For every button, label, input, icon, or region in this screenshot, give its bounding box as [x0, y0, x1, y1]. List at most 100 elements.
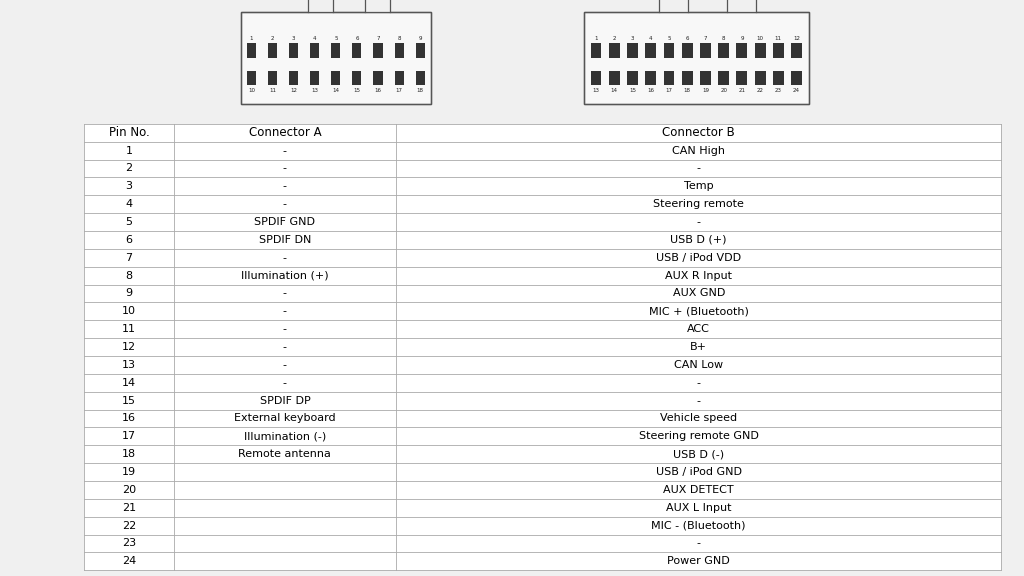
Text: Remote antenna: Remote antenna [239, 449, 332, 459]
Text: 8: 8 [397, 36, 400, 40]
Bar [627, 70, 638, 85]
Text: 4: 4 [125, 199, 132, 209]
Bar [609, 43, 620, 58]
Text: 16: 16 [122, 414, 136, 423]
Text: 1: 1 [125, 146, 132, 156]
Text: 13: 13 [311, 88, 318, 93]
Text: 9: 9 [125, 289, 132, 298]
Text: 12: 12 [122, 342, 136, 352]
Text: 15: 15 [629, 88, 636, 93]
Bar [374, 43, 383, 58]
Text: B+: B+ [690, 342, 708, 352]
Text: -: - [283, 164, 287, 173]
Bar [645, 70, 656, 85]
Bar [773, 70, 783, 85]
Bar [645, 43, 656, 58]
Text: -: - [283, 342, 287, 352]
Bar [416, 70, 425, 85]
Text: 4: 4 [313, 36, 316, 40]
Bar [736, 43, 748, 58]
Text: 1: 1 [250, 36, 253, 40]
Text: 11: 11 [775, 36, 782, 40]
Bar [718, 43, 729, 58]
Text: 20: 20 [122, 485, 136, 495]
Text: USB D (-): USB D (-) [673, 449, 724, 459]
Text: -: - [283, 146, 287, 156]
Bar [416, 43, 425, 58]
Bar [664, 70, 675, 85]
Text: -: - [283, 199, 287, 209]
Bar [736, 70, 748, 85]
Bar [242, 12, 430, 104]
Text: 20: 20 [720, 88, 727, 93]
Text: 12: 12 [290, 88, 297, 93]
Text: SPDIF DN: SPDIF DN [259, 235, 311, 245]
Text: 17: 17 [666, 88, 673, 93]
Bar [394, 43, 403, 58]
Text: Temp: Temp [684, 181, 714, 191]
Text: 13: 13 [593, 88, 600, 93]
Bar [352, 43, 361, 58]
Text: 19: 19 [701, 88, 709, 93]
Bar [591, 70, 601, 85]
Text: Connector B: Connector B [663, 126, 735, 139]
Text: 8: 8 [722, 36, 725, 40]
Bar [268, 43, 278, 58]
Text: 12: 12 [793, 36, 800, 40]
Bar [755, 43, 766, 58]
Bar [700, 70, 711, 85]
Bar [700, 43, 711, 58]
Bar [268, 70, 278, 85]
Text: 4: 4 [649, 36, 652, 40]
Bar [584, 12, 809, 104]
Text: 22: 22 [757, 88, 764, 93]
Text: 11: 11 [269, 88, 276, 93]
Text: SPDIF DP: SPDIF DP [259, 396, 310, 406]
Text: 22: 22 [122, 521, 136, 530]
Text: 9: 9 [740, 36, 743, 40]
Text: 23: 23 [122, 539, 136, 548]
Text: Steering remote: Steering remote [653, 199, 744, 209]
Text: 2: 2 [612, 36, 616, 40]
Text: -: - [283, 378, 287, 388]
Text: 5: 5 [125, 217, 132, 227]
Text: 16: 16 [647, 88, 654, 93]
Text: Vehicle speed: Vehicle speed [660, 414, 737, 423]
Text: USB / iPod GND: USB / iPod GND [655, 467, 741, 477]
Text: SPDIF GND: SPDIF GND [254, 217, 315, 227]
Text: 18: 18 [417, 88, 424, 93]
Text: 3: 3 [125, 181, 132, 191]
Text: 17: 17 [395, 88, 402, 93]
Text: USB / iPod VDD: USB / iPod VDD [656, 253, 741, 263]
Text: 16: 16 [375, 88, 382, 93]
Bar [84, 124, 1001, 570]
Bar [310, 43, 319, 58]
Bar [374, 70, 383, 85]
Bar [627, 43, 638, 58]
Text: 18: 18 [122, 449, 136, 459]
Text: Steering remote GND: Steering remote GND [639, 431, 759, 441]
Text: -: - [283, 289, 287, 298]
Text: 23: 23 [775, 88, 782, 93]
Text: 15: 15 [122, 396, 136, 406]
Text: -: - [696, 164, 700, 173]
Text: Pin No.: Pin No. [109, 126, 150, 139]
Bar [366, 0, 390, 12]
Text: AUX L Input: AUX L Input [666, 503, 731, 513]
Text: MIC + (Bluetooth): MIC + (Bluetooth) [649, 306, 749, 316]
Text: 11: 11 [122, 324, 136, 334]
Text: Illumination (-): Illumination (-) [244, 431, 326, 441]
Text: 5: 5 [668, 36, 671, 40]
Bar [310, 70, 319, 85]
Text: 9: 9 [419, 36, 422, 40]
Text: -: - [283, 306, 287, 316]
Text: 17: 17 [122, 431, 136, 441]
Bar [755, 70, 766, 85]
Text: AUX DETECT: AUX DETECT [664, 485, 734, 495]
Bar [664, 43, 675, 58]
Text: 6: 6 [685, 36, 689, 40]
Text: 8: 8 [125, 271, 132, 281]
Text: MIC - (Bluetooth): MIC - (Bluetooth) [651, 521, 745, 530]
Text: 6: 6 [355, 36, 358, 40]
Bar [242, 12, 430, 104]
